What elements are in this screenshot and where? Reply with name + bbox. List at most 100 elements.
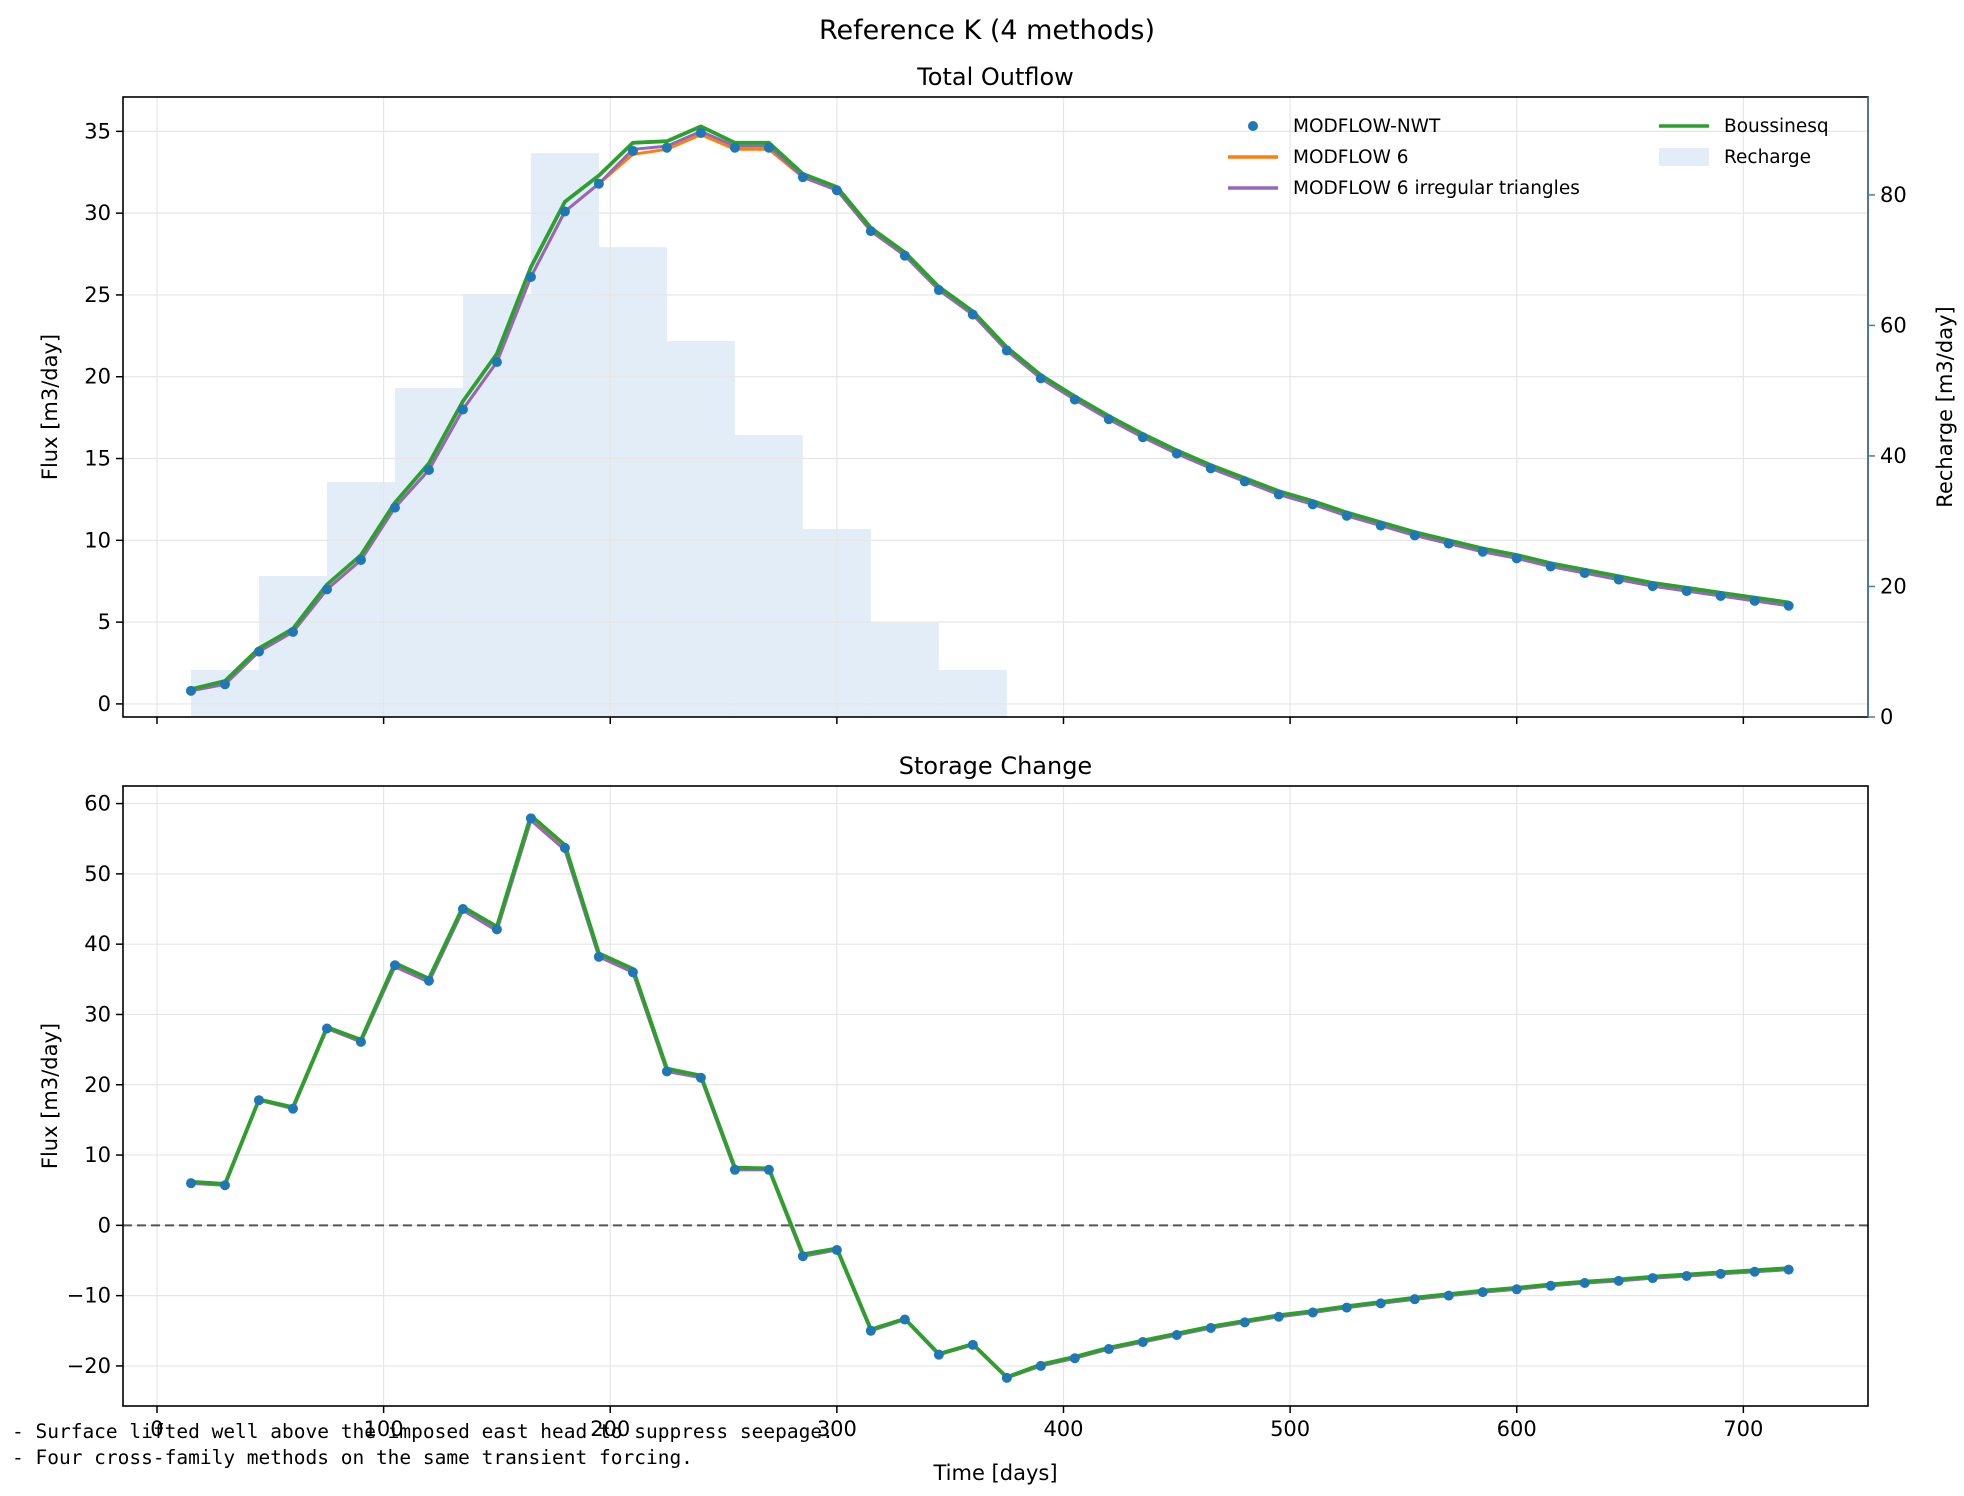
data-point-modflow-nwt (1579, 1277, 1590, 1288)
footnote-line-1: - Surface lifted well above the imposed … (12, 1420, 834, 1443)
data-point-modflow-nwt (831, 1244, 842, 1255)
data-point-modflow-nwt (253, 646, 264, 657)
footnote-line-2: - Four cross-family methods on the same … (12, 1446, 693, 1469)
legend-patch-recharge (1659, 148, 1709, 166)
axes-frame (122, 785, 1869, 1407)
data-point-modflow-nwt (1171, 1330, 1182, 1341)
y-tick-label: 60 (84, 792, 111, 816)
data-point-modflow-nwt (321, 584, 332, 595)
data-point-modflow-nwt (1681, 1270, 1692, 1281)
data-point-modflow-nwt (1715, 1268, 1726, 1279)
data-point-modflow-nwt (1205, 1322, 1216, 1333)
data-point-modflow-nwt (1545, 1280, 1556, 1291)
legend: MODFLOW-NWT MODFLOW 6 MODFLOW 6 irregular … (1228, 116, 1829, 199)
x-tick-label: 600 (1497, 1417, 1537, 1441)
data-point-modflow-nwt (1749, 595, 1760, 606)
y-tick-label: 0 (98, 1213, 111, 1237)
storage-axes: 0 100 200 300 400 500 600 700 −20 −10 0 10 20 30 40 50 6… (38, 752, 1869, 1485)
data-point-modflow-nwt (1545, 561, 1556, 572)
x-tick-label: 200 (590, 1417, 630, 1441)
y-tick-label: 10 (84, 1143, 111, 1167)
data-point-modflow-nwt (899, 1314, 910, 1325)
data-point-modflow-nwt (593, 951, 604, 962)
data-point-modflow-nwt (1035, 373, 1046, 384)
data-point-modflow-nwt (1239, 1317, 1250, 1328)
data-point-modflow-nwt (1409, 1294, 1420, 1305)
data-point-modflow-nwt (1001, 1372, 1012, 1383)
series-line-boussinesq (190, 124, 1789, 692)
right-y-tick-label: 20 (1880, 574, 1907, 598)
data-point-modflow-nwt (899, 250, 910, 261)
y-tick-label: −10 (67, 1284, 111, 1308)
figure-title: Reference K (4 methods) (819, 15, 1155, 46)
data-point-modflow-nwt (933, 285, 944, 296)
y-tick-label: 0 (98, 692, 111, 716)
data-point-modflow-nwt (729, 1164, 740, 1175)
y-tick-label: 10 (84, 528, 111, 552)
data-point-modflow-nwt (967, 1339, 978, 1350)
data-point-modflow-nwt (1341, 510, 1352, 521)
data-point-modflow-nwt (1205, 463, 1216, 474)
y-tick-label: 30 (84, 201, 111, 225)
data-point-modflow-nwt (1613, 574, 1624, 585)
legend-label-modflow-6-irregular-triangles: MODFLOW 6 irregular triangles (1293, 178, 1580, 199)
data-point-modflow-nwt (1273, 489, 1284, 500)
legend-label-modflow-6: MODFLOW 6 (1293, 147, 1409, 168)
data-point-modflow-nwt (185, 1178, 196, 1189)
data-point-modflow-nwt (1409, 530, 1420, 541)
data-point-modflow-nwt (457, 904, 468, 915)
data-point-modflow-nwt (559, 206, 570, 217)
data-point-modflow-nwt (219, 1180, 230, 1191)
data-point-modflow-nwt (763, 142, 774, 153)
right-y-tick-label: 80 (1880, 183, 1907, 207)
data-point-modflow-nwt (355, 554, 366, 565)
data-point-modflow-nwt (661, 1066, 672, 1077)
legend-label-recharge: Recharge (1724, 147, 1811, 168)
data-point-modflow-nwt (695, 1072, 706, 1083)
data-point-modflow-nwt (1001, 345, 1012, 356)
data-point-modflow-nwt (1511, 1284, 1522, 1295)
data-point-modflow-nwt (1477, 1287, 1488, 1298)
outflow-axes: 0 5 10 15 20 25 30 35 0 20 40 60 80 Recharge [m3/day]… (38, 63, 1957, 729)
recharge-bar (666, 341, 735, 717)
series-line-modflow-6-irregular-triangles (190, 818, 1789, 1380)
legend-marker-modflow-nwt (1248, 121, 1258, 131)
x-axis-label: Time [days] (932, 1461, 1057, 1485)
data-point-modflow-nwt (423, 464, 434, 475)
data-point-modflow-nwt (457, 404, 468, 415)
series-line-boussinesq (190, 813, 1789, 1380)
x-tick-label: 100 (364, 1417, 404, 1441)
recharge-bar (394, 388, 463, 717)
series-line-modflow-6 (190, 816, 1789, 1380)
right-y-tick-label: 40 (1880, 444, 1907, 468)
data-point-modflow-nwt (729, 142, 740, 153)
data-point-modflow-nwt (831, 185, 842, 196)
data-point-modflow-nwt (1579, 568, 1590, 579)
x-tick-label: 700 (1723, 1417, 1763, 1441)
data-point-modflow-nwt (1749, 1266, 1760, 1277)
right-y-tick-label: 0 (1880, 705, 1893, 729)
data-point-modflow-nwt (1511, 553, 1522, 564)
x-tick-label: 400 (1043, 1417, 1083, 1441)
data-point-modflow-nwt (865, 1325, 876, 1336)
data-point-modflow-nwt (1613, 1275, 1624, 1286)
recharge-bar (938, 670, 1007, 717)
data-point-modflow-nwt (389, 960, 400, 971)
data-point-modflow-nwt (1307, 1307, 1318, 1318)
data-point-modflow-nwt (1647, 581, 1658, 592)
data-point-modflow-nwt (593, 178, 604, 189)
data-point-modflow-nwt (1375, 520, 1386, 531)
y-tick-label: 40 (84, 932, 111, 956)
recharge-bar (530, 153, 599, 717)
data-point-modflow-nwt (695, 127, 706, 138)
data-point-modflow-nwt (797, 172, 808, 183)
data-point-modflow-nwt (627, 967, 638, 978)
y-axis-label: Flux [m3/day] (38, 1023, 62, 1169)
data-point-modflow-nwt (219, 679, 230, 690)
storage-subplot-title: Storage Change (899, 752, 1092, 780)
data-point-modflow-nwt (763, 1164, 774, 1175)
data-point-modflow-nwt (525, 271, 536, 282)
data-point-modflow-nwt (1443, 538, 1454, 549)
y-tick-label: 20 (84, 365, 111, 389)
data-point-modflow-nwt (1069, 1353, 1080, 1364)
